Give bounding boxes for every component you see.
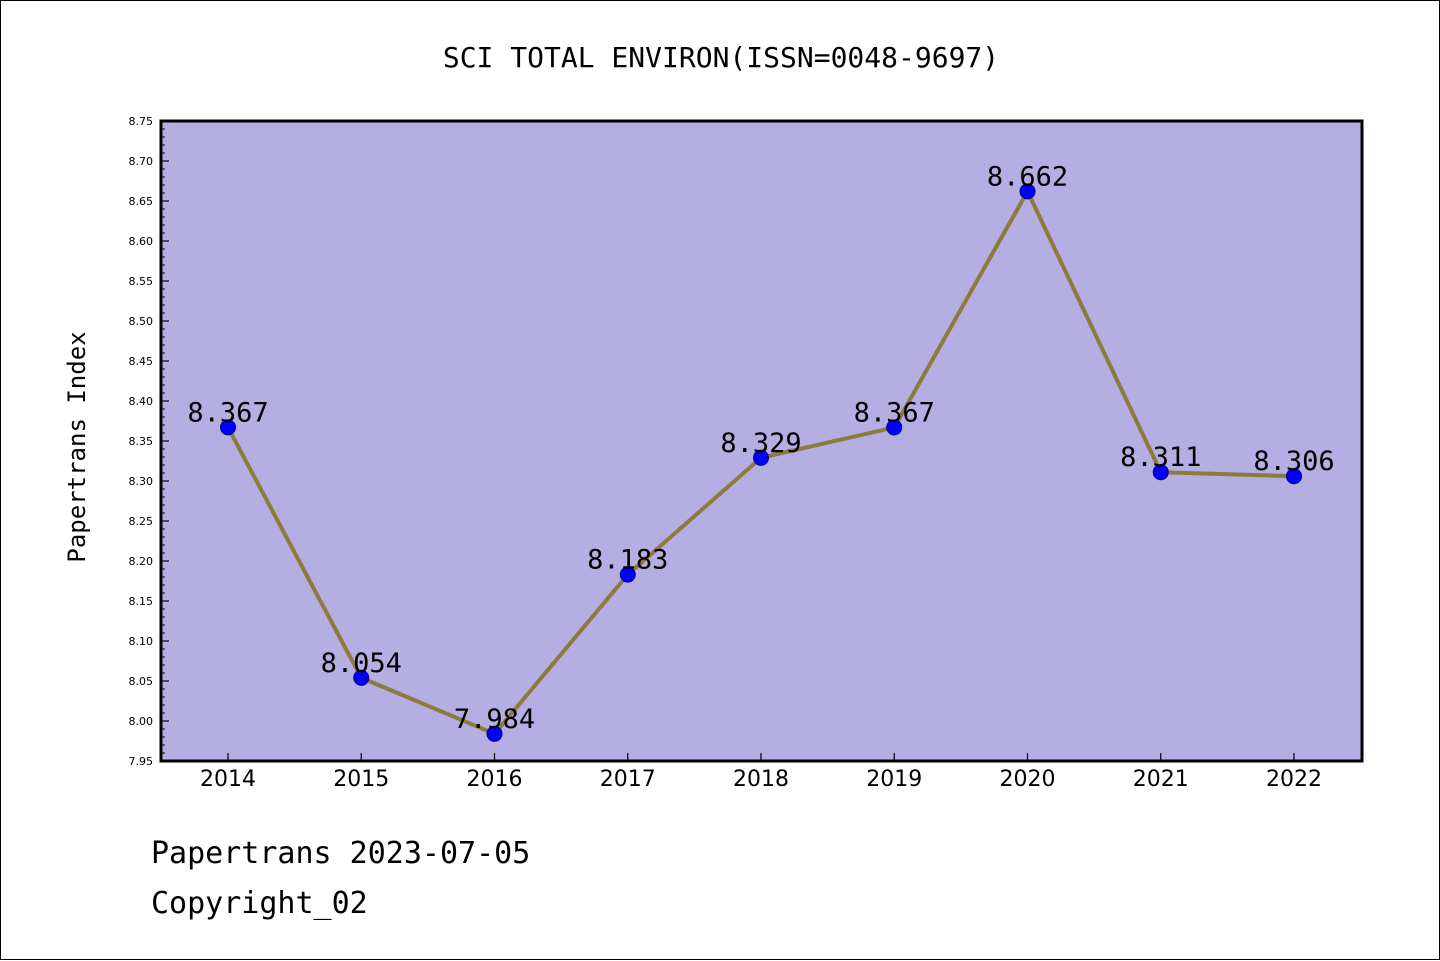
data-label: 8.367 (187, 397, 268, 428)
y-tick-label: 7.95 (129, 755, 154, 768)
data-point (220, 419, 236, 436)
data-point (886, 419, 903, 436)
y-tick-label: 8.05 (129, 675, 154, 688)
x-tick-label: 2015 (333, 767, 389, 792)
y-tick-label: 8.65 (129, 195, 154, 208)
x-tick-label: 2016 (467, 767, 523, 792)
data-label: 8.662 (987, 161, 1068, 192)
y-tick-label: 8.70 (129, 155, 154, 168)
x-tick-label: 2014 (200, 767, 256, 792)
y-tick-label: 8.45 (129, 355, 154, 368)
data-label: 8.329 (720, 428, 801, 459)
x-tick-label: 2021 (1133, 767, 1189, 792)
x-tick-label: 2017 (600, 767, 656, 792)
series-line-group: 8.367 8.054 7.984 8.183 8.329 8.367 8.662 8.311… (187, 161, 1335, 742)
y-tick-label: 8.30 (129, 475, 154, 488)
x-tick-label: 2018 (733, 767, 789, 792)
data-point (619, 566, 636, 583)
y-tick-label: 8.15 (129, 595, 154, 608)
data-label: 8.367 (854, 397, 935, 428)
y-tick-label: 8.35 (129, 435, 154, 448)
y-tick-label: 8.40 (129, 395, 154, 408)
plot-area (161, 121, 1362, 761)
plot-border (159, 119, 1364, 763)
chart-title: SCI TOTAL ENVIRON(ISSN=0048-9697) (443, 41, 999, 74)
y-tick-label: 8.00 (129, 715, 154, 728)
data-point (1152, 464, 1169, 481)
footer-date: Papertrans 2023-07-05 (151, 836, 531, 871)
x-axis-ticks: 2014 2015 2016 2017 2018 2019 2020 2021 2022 (200, 753, 1322, 792)
y-tick-label: 8.75 (129, 115, 154, 128)
y-axis-label: Papertrans Index (63, 331, 91, 562)
y-axis-ticks: 7.95 8.00 8.05 8.10 8.15 8.20 8.25 8.30 8.35 8.40… (129, 115, 169, 768)
data-point (1019, 183, 1036, 200)
y-tick-label: 8.20 (129, 555, 154, 568)
data-point (486, 725, 503, 742)
y-tick-label: 8.55 (129, 275, 154, 288)
footer-copyright: Copyright_02 (151, 886, 368, 921)
data-label: 7.984 (454, 704, 535, 735)
x-tick-label: 2019 (866, 767, 922, 792)
y-tick-label: 8.25 (129, 515, 154, 528)
data-point (753, 449, 769, 466)
data-label: 8.054 (321, 648, 402, 679)
data-point (1286, 468, 1302, 485)
y-tick-label: 8.10 (129, 635, 154, 648)
data-label: 8.183 (587, 545, 668, 576)
data-label: 8.306 (1253, 446, 1334, 477)
data-point (353, 669, 370, 686)
data-label: 8.311 (1120, 442, 1201, 473)
x-tick-label: 2022 (1266, 767, 1322, 792)
x-tick-label: 2020 (1000, 767, 1056, 792)
y-tick-label: 8.50 (129, 315, 154, 328)
y-tick-label: 8.60 (129, 235, 154, 248)
